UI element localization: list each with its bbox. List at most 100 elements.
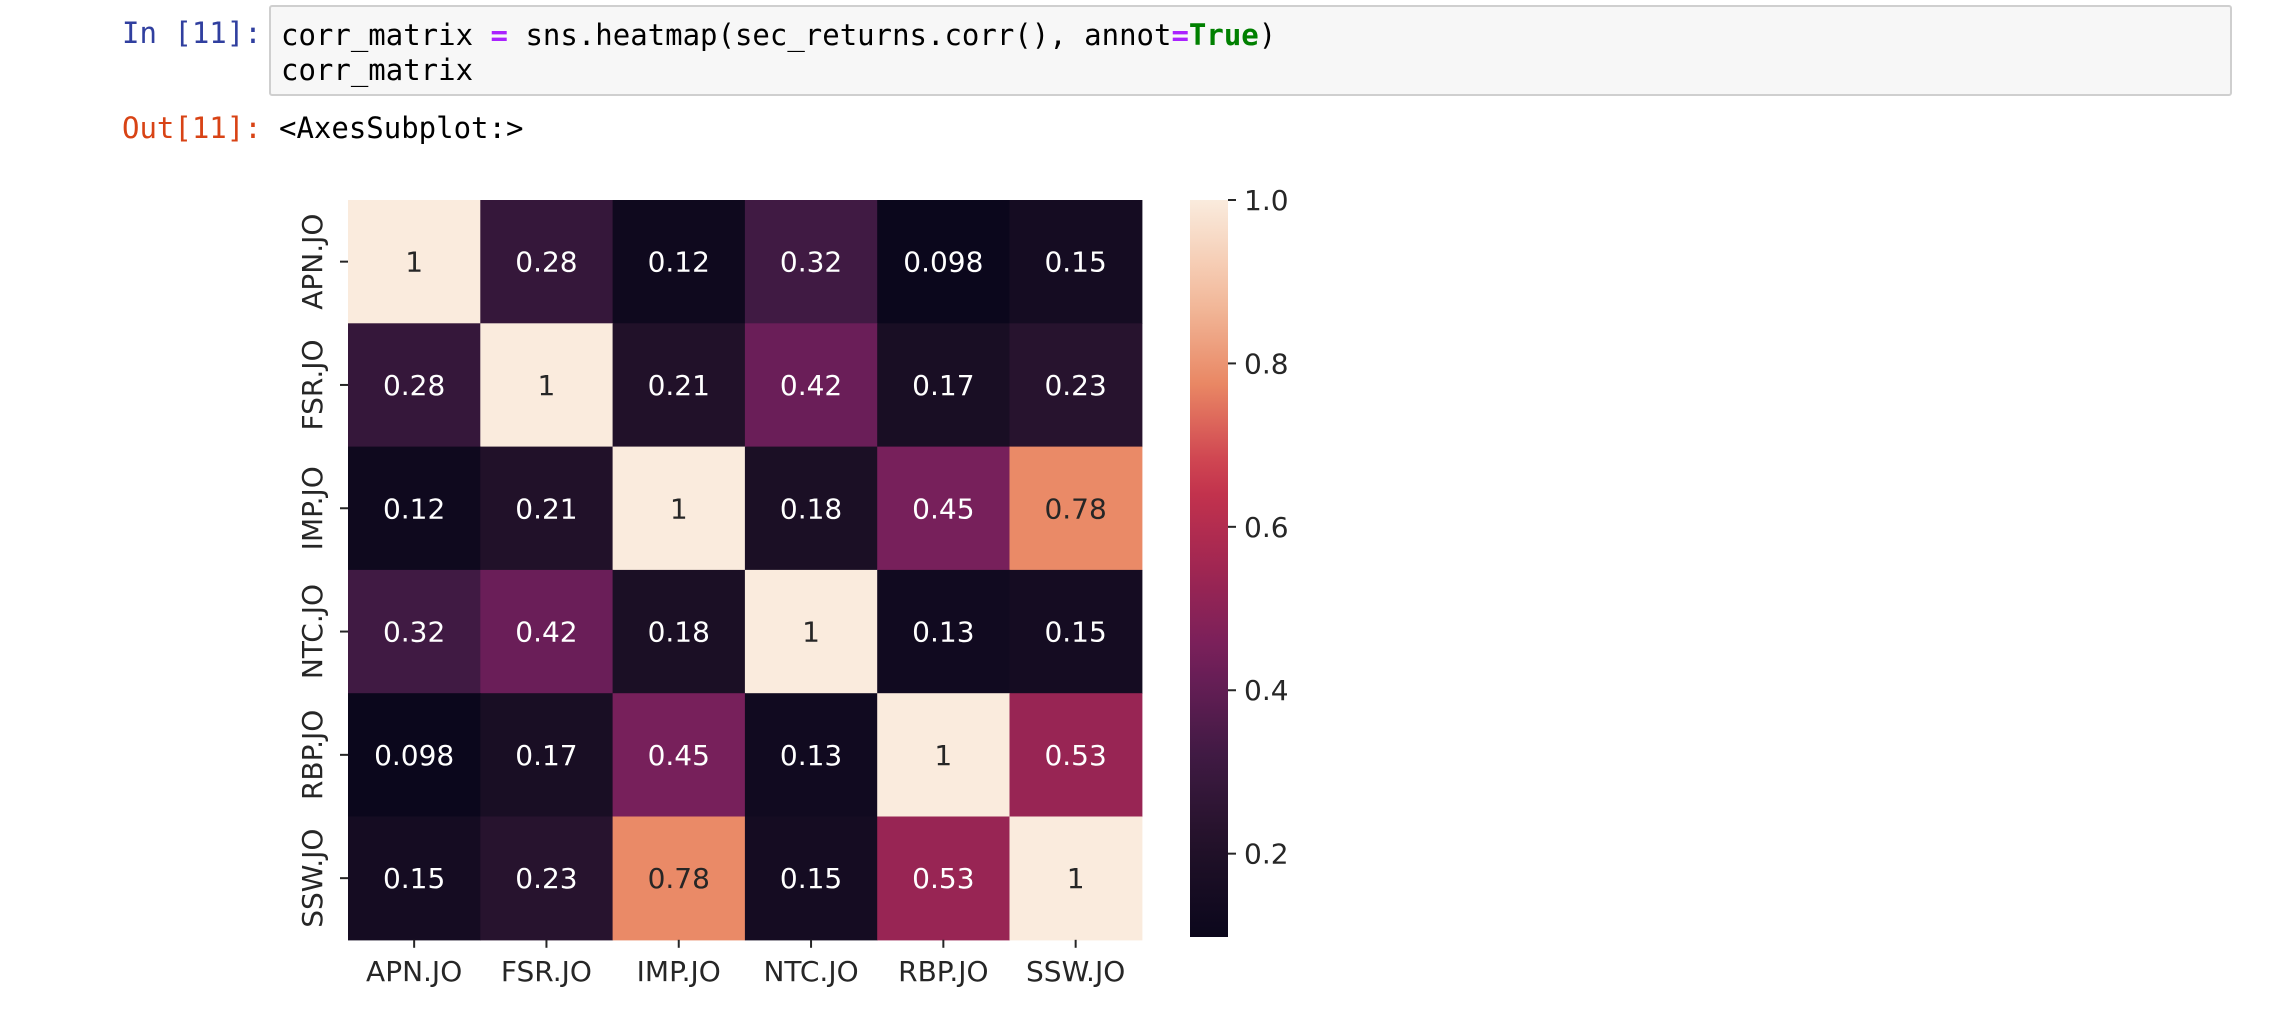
cell-annotation: 0.42 [780, 369, 842, 402]
output-text: <AxesSubplot:> [279, 111, 524, 145]
cell-annotation: 0.45 [912, 492, 974, 525]
heatmap-cell [877, 323, 1011, 448]
code-text: corr_matrix [281, 18, 491, 52]
x-tick-label: SSW.JO [1026, 955, 1125, 988]
heatmap-cell [348, 446, 481, 571]
cell-annotation: 0.23 [515, 862, 577, 895]
code-line-2: corr_matrix [281, 53, 474, 87]
cell-annotation: 1 [538, 369, 556, 402]
cell-annotation: 0.13 [780, 739, 842, 772]
cell-annotation: 1 [934, 739, 952, 772]
cell-annotation: 0.28 [515, 246, 577, 279]
cell-annotation: 0.78 [648, 862, 710, 895]
x-tick-label: FSR.JO [501, 955, 592, 988]
heatmap-cell [744, 693, 878, 818]
input-prompt: In [11]: [122, 16, 262, 50]
cell-annotation: 0.18 [648, 616, 710, 649]
heatmap-cell [877, 569, 1011, 694]
code-text: ) [1258, 18, 1277, 52]
cell-annotation: 0.13 [912, 616, 974, 649]
heatmap-cell [877, 693, 1011, 818]
heatmap-cell [348, 569, 481, 694]
cell-annotation: 1 [405, 246, 423, 279]
cell-annotation: 0.15 [780, 862, 842, 895]
cell-annotation: 0.32 [780, 246, 842, 279]
heatmap-cell [744, 816, 878, 941]
cell-annotation: 0.15 [383, 862, 445, 895]
heatmap-cell [877, 816, 1011, 941]
cell-annotation: 0.12 [383, 492, 445, 525]
cell-annotation: 0.45 [648, 739, 710, 772]
cell-annotation: 0.15 [1044, 616, 1106, 649]
code-operator: = [1171, 18, 1189, 52]
heatmap-cell [744, 569, 878, 694]
cell-annotation: 0.098 [903, 246, 983, 279]
heatmap-cell [1009, 323, 1143, 448]
cell-annotation: 1 [1067, 862, 1085, 895]
y-tick-label: RBP.JO [296, 710, 329, 800]
cell-annotation: 0.53 [1044, 739, 1106, 772]
cell-annotation: 0.53 [912, 862, 974, 895]
y-tick-label: APN.JO [296, 214, 329, 310]
heatmap-cell [612, 693, 746, 818]
colorbar-tick-label: 0.6 [1244, 511, 1289, 544]
heatmap-cell [612, 323, 746, 448]
cell-annotation: 0.28 [383, 369, 445, 402]
cell-annotation: 0.17 [912, 369, 974, 402]
heatmap-cell [1009, 446, 1143, 571]
cell-annotation: 1 [670, 492, 688, 525]
heatmap-cell [348, 816, 481, 941]
heatmap-cell [1009, 693, 1143, 818]
x-tick-label: RBP.JO [898, 955, 988, 988]
cell-annotation: 0.17 [515, 739, 577, 772]
colorbar-tick-label: 1.0 [1244, 184, 1289, 217]
x-tick-label: APN.JO [366, 955, 462, 988]
heatmap-cell [612, 816, 746, 941]
cell-annotation: 0.32 [383, 616, 445, 649]
heatmap-cell [1009, 569, 1143, 694]
cell-annotation: 0.098 [374, 739, 454, 772]
code-text: sns.heatmap(sec_returns.corr(), annot [507, 18, 1172, 52]
code-editor[interactable]: corr_matrix = sns.heatmap(sec_returns.co… [281, 18, 1276, 88]
y-tick-label: SSW.JO [296, 829, 329, 928]
heatmap-cell [877, 446, 1011, 571]
heatmap-cell [480, 200, 614, 324]
code-cell-input[interactable]: corr_matrix = sns.heatmap(sec_returns.co… [269, 5, 2232, 96]
heatmap-cell [480, 446, 614, 571]
y-tick-label: NTC.JO [296, 584, 329, 679]
heatmap-cell [1009, 816, 1143, 941]
colorbar-tick-label: 0.8 [1244, 347, 1289, 380]
x-tick-label: IMP.JO [637, 955, 721, 988]
colorbar-tick-label: 0.2 [1244, 838, 1289, 871]
y-tick-label: FSR.JO [296, 339, 329, 430]
heatmap-cell [744, 323, 878, 448]
heatmap-cell [480, 323, 614, 448]
code-operator: = [490, 18, 508, 52]
heatmap-cell [744, 446, 878, 571]
heatmap-cell [348, 323, 481, 448]
cell-annotation: 0.78 [1044, 492, 1106, 525]
cell-annotation: 1 [802, 616, 820, 649]
heatmap-cell [480, 816, 614, 941]
heatmap-cell [612, 200, 746, 324]
heatmap-cell [348, 200, 481, 324]
x-tick-label: NTC.JO [763, 955, 858, 988]
cell-annotation: 0.42 [515, 616, 577, 649]
heatmap-cell [348, 693, 481, 818]
heatmap-cell [744, 200, 878, 324]
heatmap-cell [612, 569, 746, 694]
heatmap-cell [877, 200, 1011, 324]
code-keyword: True [1188, 18, 1259, 52]
heatmap-cell [480, 569, 614, 694]
output-prompt: Out[11]: [122, 111, 262, 145]
cell-annotation: 0.21 [515, 492, 577, 525]
cell-annotation: 0.23 [1044, 369, 1106, 402]
colorbar [1190, 200, 1228, 937]
heatmap-cell [612, 446, 746, 571]
colorbar-tick-label: 0.4 [1244, 674, 1289, 707]
heatmap-cell [480, 693, 614, 818]
cell-annotation: 0.12 [648, 246, 710, 279]
heatmap-cell [1009, 200, 1143, 324]
cell-annotation: 0.15 [1044, 246, 1106, 279]
